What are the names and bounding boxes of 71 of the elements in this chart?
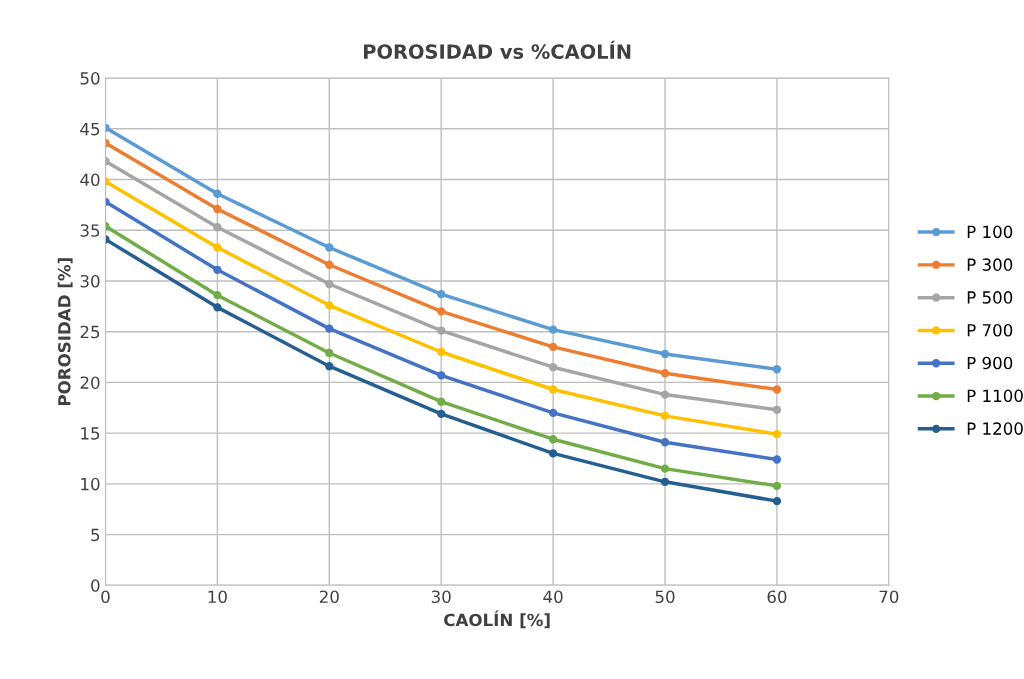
point [325, 301, 334, 310]
point [213, 223, 222, 232]
x-axis-title: CAOLÍN [%] [444, 610, 550, 629]
point [772, 455, 782, 464]
y-tick-label: 5 [91, 528, 100, 542]
point [437, 307, 446, 316]
legend-label: P 100 [967, 225, 1013, 239]
point [213, 189, 222, 198]
point [325, 348, 334, 358]
y-tick-label: 15 [81, 427, 100, 440]
point [437, 347, 446, 357]
y-tick-label: 50 [80, 72, 100, 85]
legend-label: P 500 [967, 291, 1013, 304]
x-tick-label: 30 [431, 590, 451, 604]
y-tick-label: 35 [80, 224, 100, 237]
point [548, 325, 558, 334]
point [437, 289, 446, 299]
point [660, 477, 670, 486]
point [437, 371, 446, 380]
point [325, 362, 334, 371]
point [437, 409, 446, 419]
x-tick-label: 10 [208, 590, 227, 604]
y-tick-label: 40 [80, 173, 100, 187]
x-tick-label: 60 [767, 590, 787, 604]
y-axis-title: POROSIDAD [%] [57, 258, 73, 406]
legend-label: P 300 [967, 258, 1013, 271]
point [660, 349, 670, 359]
point [772, 405, 782, 414]
point [548, 342, 558, 352]
point [213, 265, 222, 274]
point [325, 243, 334, 252]
y-tick-label: 45 [80, 122, 100, 136]
point [548, 449, 558, 458]
point [660, 390, 670, 399]
point [325, 260, 334, 269]
point [437, 326, 446, 335]
point [437, 397, 446, 406]
point [772, 385, 782, 394]
y-tick-label: 0 [91, 579, 100, 592]
point [325, 279, 334, 289]
legend-label: P 900 [967, 356, 1013, 370]
y-tick-label: 25 [80, 325, 100, 339]
point [548, 435, 558, 444]
point [548, 363, 558, 372]
point [660, 369, 670, 378]
x-tick-label: 50 [655, 590, 675, 604]
point [660, 464, 670, 473]
chart-title: POROSIDAD vs %CAOLÍN [364, 40, 631, 59]
point [772, 365, 782, 374]
legend-label: P 700 [967, 323, 1013, 337]
legend-label: P 1200 [967, 422, 1023, 435]
y-tick-label: 30 [80, 274, 100, 288]
point [772, 429, 782, 439]
legend-label: P 1100 [967, 389, 1023, 403]
x-tick-label: 20 [319, 590, 339, 604]
point [548, 385, 558, 394]
point [772, 496, 782, 506]
x-tick-label: 70 [879, 590, 899, 604]
x-tick-label: 0 [101, 590, 110, 604]
y-tick-label: 20 [80, 376, 100, 389]
point [213, 291, 222, 300]
point [213, 204, 222, 214]
point [772, 481, 782, 491]
y-tick-label: 10 [81, 477, 100, 491]
point [660, 438, 670, 447]
point [213, 303, 222, 312]
point [548, 408, 558, 418]
x-tick-label: 40 [543, 590, 563, 604]
point [213, 243, 222, 252]
point [325, 324, 334, 333]
point [660, 411, 670, 421]
